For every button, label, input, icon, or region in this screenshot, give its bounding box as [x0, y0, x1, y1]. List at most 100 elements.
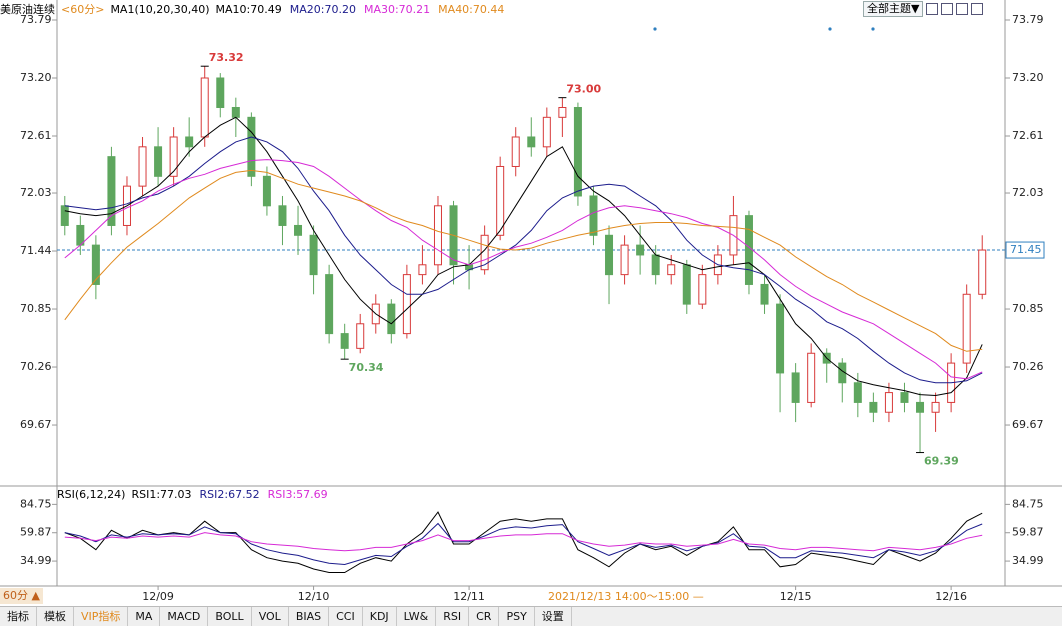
candle-body	[154, 146, 163, 177]
indicator-title: MA1(10,20,30,40)	[110, 2, 210, 16]
y-tick-label: 73.20	[20, 71, 52, 84]
x-tick-label: 12/11	[453, 590, 485, 603]
candle-body	[962, 293, 971, 364]
rsi-header: RSI(6,12,24) RSI1:77.03 RSI2:67.52 RSI3:57…	[57, 487, 328, 501]
candle-body	[916, 401, 925, 413]
tab-bar: 指标 模板 VIP指标 MA MACD BOLL VOL BIAS CCI KDJ LW& RSI CR…	[0, 606, 1062, 626]
candle-body	[667, 264, 676, 276]
legend-entry: MA30:70.21	[363, 2, 431, 16]
candle-body	[200, 77, 209, 138]
y-tick-label: 73.79	[1012, 13, 1044, 26]
x-tick-label: 12/09	[142, 590, 174, 603]
candle-body	[698, 274, 707, 305]
tab[interactable]: 指标	[0, 607, 37, 626]
legend-entry: MA10:70.49	[215, 2, 282, 16]
line	[64, 169, 983, 352]
tab[interactable]: MACD	[160, 607, 209, 626]
line	[64, 159, 983, 380]
y-tick-label: 34.99	[1012, 554, 1044, 567]
candle-body	[107, 156, 116, 226]
candle-body	[620, 244, 629, 276]
y-tick-label: 72.03	[1012, 186, 1044, 199]
instrument-title: 美原油连续	[0, 3, 55, 16]
tool-icon[interactable]	[926, 3, 939, 15]
tab[interactable]: CCI	[329, 607, 363, 626]
line	[64, 532, 983, 552]
line	[64, 522, 983, 566]
y-tick-label: 71.44	[20, 244, 52, 257]
tab[interactable]: PSY	[499, 607, 535, 626]
y-tick-label: 70.85	[20, 302, 52, 315]
legend-entry: MA40:70.44	[438, 2, 505, 16]
legend: MA10:70.49 MA20:70.20 MA30:70.21 MA40:70.44	[216, 3, 505, 16]
event-dot	[871, 27, 875, 31]
candle-body	[760, 283, 769, 305]
candle-body	[387, 303, 396, 335]
candle-body	[418, 264, 427, 276]
candle-body	[589, 195, 598, 236]
event-dot	[653, 27, 657, 31]
candle-body	[169, 136, 178, 177]
candle-body	[931, 401, 940, 413]
tab[interactable]: MA	[128, 607, 161, 626]
candle-body	[853, 382, 862, 403]
y-tick-label: 72.61	[20, 129, 52, 142]
y-tick-label: 84.75	[1012, 497, 1044, 510]
candle-body	[744, 215, 753, 285]
candle-body	[294, 224, 303, 236]
y-tick-label: 72.61	[1012, 129, 1044, 142]
tab[interactable]: LW&	[397, 607, 437, 626]
tab[interactable]: KDJ	[363, 607, 397, 626]
candle-body	[605, 234, 614, 276]
candle-body	[542, 116, 551, 148]
legend-entry: MA20:70.20	[289, 2, 356, 16]
line	[64, 116, 983, 397]
chart: 2021/12/13 14:00～15:00 — 73.79 73.79 73.20…	[0, 0, 1062, 603]
cursor-label: 2021/12/13 14:00～15:00 —	[548, 590, 704, 603]
tool-icon[interactable]	[941, 3, 954, 15]
tab[interactable]: CR	[469, 607, 500, 626]
tab[interactable]: VIP指标	[74, 607, 129, 626]
candle-body	[884, 392, 893, 413]
theme-button[interactable]: 全部主题▼	[863, 1, 924, 17]
candle-body	[91, 244, 100, 285]
rsi-title: RSI(6,12,24)	[57, 487, 126, 501]
y-tick-label: 70.26	[1012, 360, 1044, 373]
legend-entry: RSI2:67.52	[199, 487, 260, 501]
line	[64, 136, 983, 384]
y-tick-label: 59.87	[1012, 526, 1044, 539]
event-dot	[828, 27, 832, 31]
tool-icon[interactable]	[971, 3, 984, 15]
candle-body	[185, 136, 194, 148]
candle-body	[480, 234, 489, 271]
tab[interactable]: VOL	[252, 607, 289, 626]
period[interactable]: <60分>	[61, 3, 105, 16]
tab[interactable]: RSI	[436, 607, 470, 626]
tab[interactable]: 设置	[535, 607, 572, 626]
toolbar: 全部主题▼	[863, 1, 984, 17]
y-tick-label: 70.26	[20, 360, 52, 373]
candle-body	[776, 303, 785, 374]
candle-body	[807, 352, 816, 403]
candle-body	[978, 249, 987, 295]
y-tick-label: 73.20	[1012, 71, 1044, 84]
candle-body	[325, 274, 334, 335]
x-tick-label: 12/16	[935, 590, 967, 603]
candle-body	[340, 333, 349, 349]
y-tick-label: 34.99	[20, 554, 52, 567]
last-price-box	[1005, 241, 1045, 259]
high-label: 73.32	[209, 51, 244, 64]
tab[interactable]: BOLL	[208, 607, 252, 626]
candle-body	[527, 136, 536, 148]
tab[interactable]: 模板	[37, 607, 74, 626]
candle-body	[636, 244, 645, 256]
tool-icon[interactable]	[956, 3, 969, 15]
candle-body	[356, 323, 365, 349]
tab[interactable]: BIAS	[289, 607, 330, 626]
legend-entry: RSI1:77.03	[131, 487, 192, 501]
candle-body	[558, 106, 567, 118]
candle-body	[433, 205, 442, 266]
y-tick-label: 73.79	[20, 13, 52, 26]
legend-entry: RSI3:57.69	[267, 487, 328, 501]
period-button[interactable]: 60分 ▲	[0, 588, 43, 604]
